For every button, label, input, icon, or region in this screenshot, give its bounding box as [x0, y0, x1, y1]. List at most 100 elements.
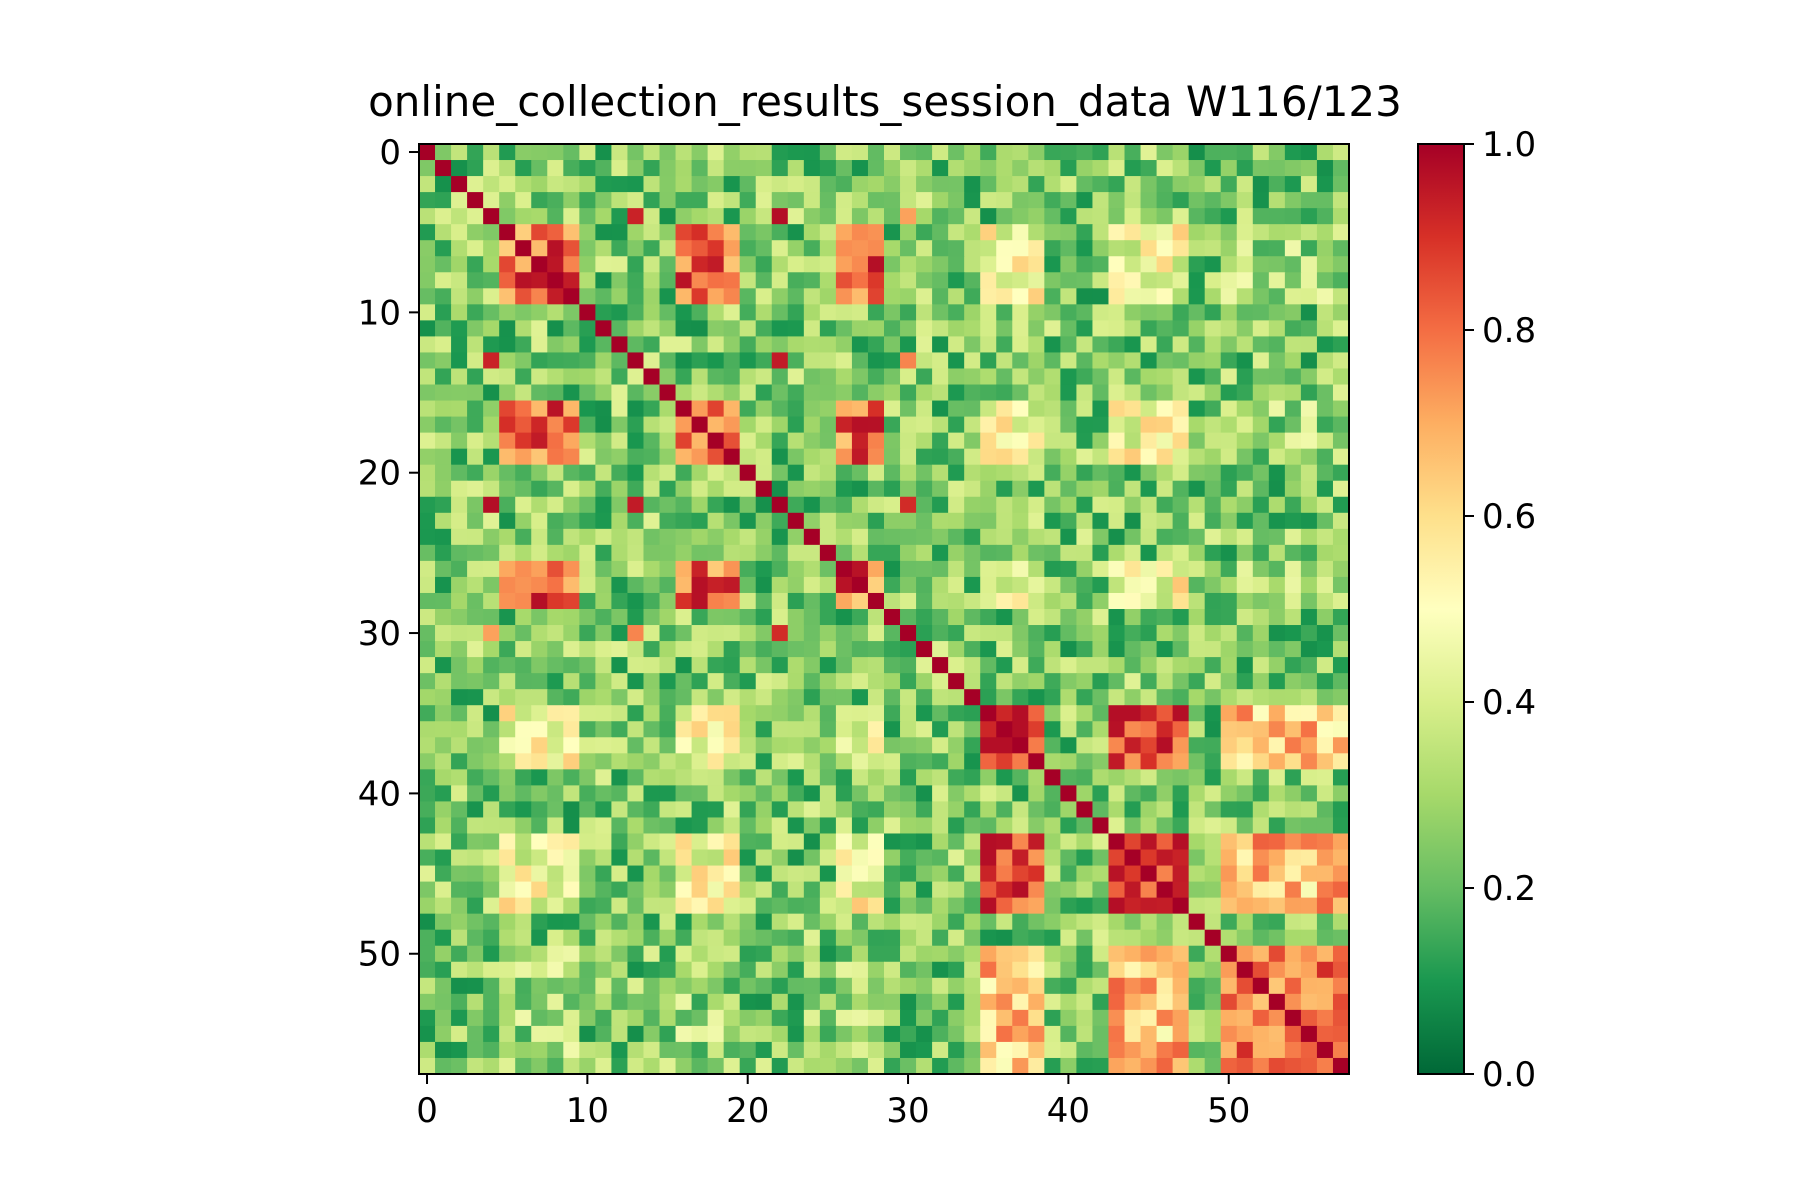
heatmap-cell: [531, 192, 548, 209]
heatmap-cell: [675, 865, 693, 883]
heatmap-cell: [611, 817, 629, 835]
heatmap-cell: [1092, 881, 1110, 899]
heatmap-cell: [980, 753, 997, 770]
heatmap-cell: [1284, 400, 1302, 418]
heatmap-cell: [531, 673, 548, 690]
heatmap-cell: [980, 737, 997, 754]
heatmap-cell: [771, 304, 789, 321]
heatmap-cell: [723, 528, 741, 546]
heatmap-cell: [419, 721, 436, 738]
heatmap-cell: [643, 256, 661, 273]
heatmap-cell: [1076, 993, 1094, 1011]
heatmap-cell: [739, 592, 757, 610]
heatmap-cell: [803, 160, 821, 177]
heatmap-cell: [1284, 368, 1302, 386]
heatmap-cell: [1012, 176, 1029, 193]
heatmap-cell: [419, 592, 436, 610]
heatmap-cell: [1124, 240, 1142, 257]
heatmap-cell: [1332, 961, 1350, 979]
heatmap-cell: [627, 881, 645, 899]
heatmap-cell: [1140, 881, 1158, 899]
heatmap-cell: [835, 1025, 853, 1043]
heatmap-cell: [771, 224, 789, 241]
heatmap-cell: [1300, 961, 1318, 979]
heatmap-cell: [1092, 609, 1110, 626]
heatmap-cell: [1108, 528, 1126, 546]
heatmap-cell: [1140, 304, 1158, 321]
heatmap-cell: [643, 448, 661, 466]
heatmap-cell: [1284, 240, 1302, 257]
heatmap-cell: [643, 416, 661, 434]
heatmap-cell: [787, 448, 805, 466]
heatmap-cell: [1092, 817, 1110, 835]
heatmap-cell: [451, 609, 468, 626]
heatmap-cell: [884, 945, 901, 963]
heatmap-cell: [996, 1057, 1013, 1075]
heatmap-cell: [1172, 352, 1190, 370]
heatmap-cell: [1028, 721, 1045, 738]
heatmap-cell: [884, 881, 901, 899]
heatmap-cell: [755, 240, 773, 257]
heatmap-cell: [916, 1057, 933, 1075]
heatmap-cell: [531, 1025, 548, 1043]
heatmap-cell: [803, 368, 821, 386]
heatmap-cell: [739, 528, 757, 546]
heatmap-cell: [1268, 576, 1286, 594]
heatmap-cell: [595, 961, 613, 979]
heatmap-cell: [1284, 817, 1302, 835]
heatmap-cell: [739, 480, 757, 498]
heatmap-cell: [579, 817, 596, 835]
heatmap-cell: [1060, 240, 1078, 257]
heatmap-cell: [1220, 689, 1238, 706]
heatmap-cell: [1284, 801, 1302, 819]
heatmap-cell: [867, 192, 885, 209]
heatmap-cell: [515, 192, 532, 209]
heatmap-cell: [787, 288, 805, 305]
heatmap-cell: [1140, 592, 1158, 610]
heatmap-cell: [1204, 961, 1222, 979]
heatmap-cell: [499, 929, 516, 947]
heatmap-cell: [787, 961, 805, 979]
heatmap-cell: [579, 1009, 596, 1027]
heatmap-cell: [1252, 1041, 1270, 1059]
heatmap-cell: [499, 560, 516, 578]
heatmap-cell: [563, 336, 580, 354]
heatmap-cell: [515, 897, 532, 915]
heatmap-cell: [1252, 368, 1270, 386]
heatmap-cell: [435, 480, 452, 498]
heatmap-cell: [707, 737, 725, 754]
heatmap-cell: [1316, 320, 1334, 338]
heatmap-cell: [595, 576, 613, 594]
heatmap-cell: [803, 817, 821, 835]
heatmap-cell: [867, 160, 885, 177]
colorbar-tick-label: 1.0: [1482, 125, 1536, 165]
heatmap-cell: [483, 480, 500, 498]
heatmap-cell: [1300, 1041, 1318, 1059]
heatmap-cell: [1156, 897, 1174, 915]
heatmap-cell: [884, 288, 901, 305]
heatmap-cell: [803, 416, 821, 434]
heatmap-cell: [1124, 817, 1142, 835]
heatmap-cell: [611, 897, 629, 915]
heatmap-cell: [1300, 609, 1318, 626]
heatmap-cell: [1076, 753, 1094, 770]
heatmap-cell: [916, 384, 933, 402]
heatmap-cell: [819, 1057, 837, 1075]
heatmap-cell: [691, 240, 709, 257]
heatmap-cell: [595, 913, 613, 931]
heatmap-cell: [819, 256, 837, 273]
heatmap-cell: [755, 384, 773, 402]
heatmap-cell: [1300, 721, 1318, 738]
heatmap-cell: [467, 496, 484, 514]
heatmap-cell: [1012, 753, 1029, 770]
heatmap-cell: [1028, 432, 1045, 450]
heatmap-cell: [884, 272, 901, 289]
heatmap-cell: [1140, 785, 1158, 803]
heatmap-cell: [1332, 769, 1350, 786]
heatmap-cell: [1236, 865, 1254, 883]
heatmap-cell: [1268, 336, 1286, 354]
heatmap-cell: [835, 496, 853, 514]
heatmap-cell: [948, 993, 965, 1011]
heatmap-cell: [1236, 849, 1254, 867]
heatmap-cell: [531, 528, 548, 546]
